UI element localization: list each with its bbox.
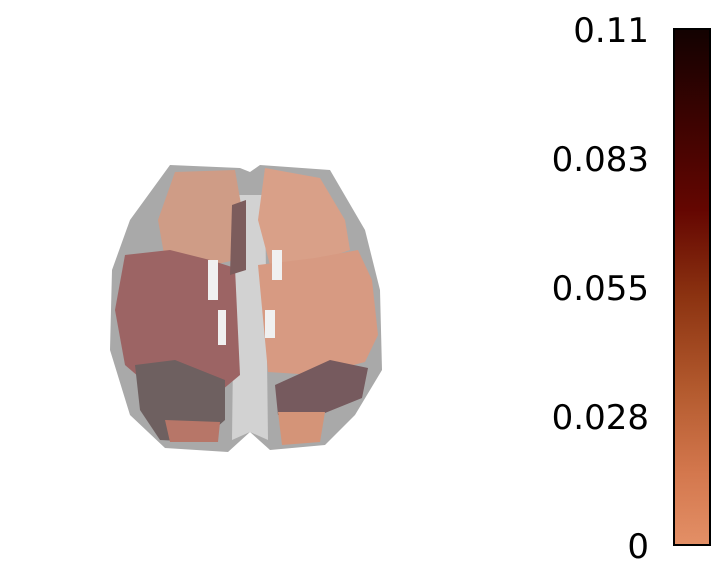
right-occipital-region [275, 360, 368, 415]
left-frontal-region [158, 170, 242, 268]
midline-medial-region [230, 200, 246, 275]
brain-axial-slice [110, 165, 382, 452]
colorbar-tick-max: 0.11 [573, 11, 649, 51]
right-frontal-region [258, 168, 350, 265]
white-matter-patch [272, 250, 282, 280]
white-matter-patch [265, 310, 275, 338]
white-matter-patch [208, 260, 218, 300]
colorbar-tick-3: 0.055 [551, 269, 649, 309]
white-matter-patch [218, 310, 226, 345]
colorbar-tick-min: 0 [627, 527, 649, 567]
colorbar-tick-2: 0.083 [551, 140, 649, 180]
right-lateral-region [258, 250, 378, 375]
colorbar-tick-4: 0.028 [551, 398, 649, 438]
colorbar [673, 28, 711, 546]
right-posterior-region [278, 412, 325, 445]
left-posterior-region [165, 420, 220, 442]
